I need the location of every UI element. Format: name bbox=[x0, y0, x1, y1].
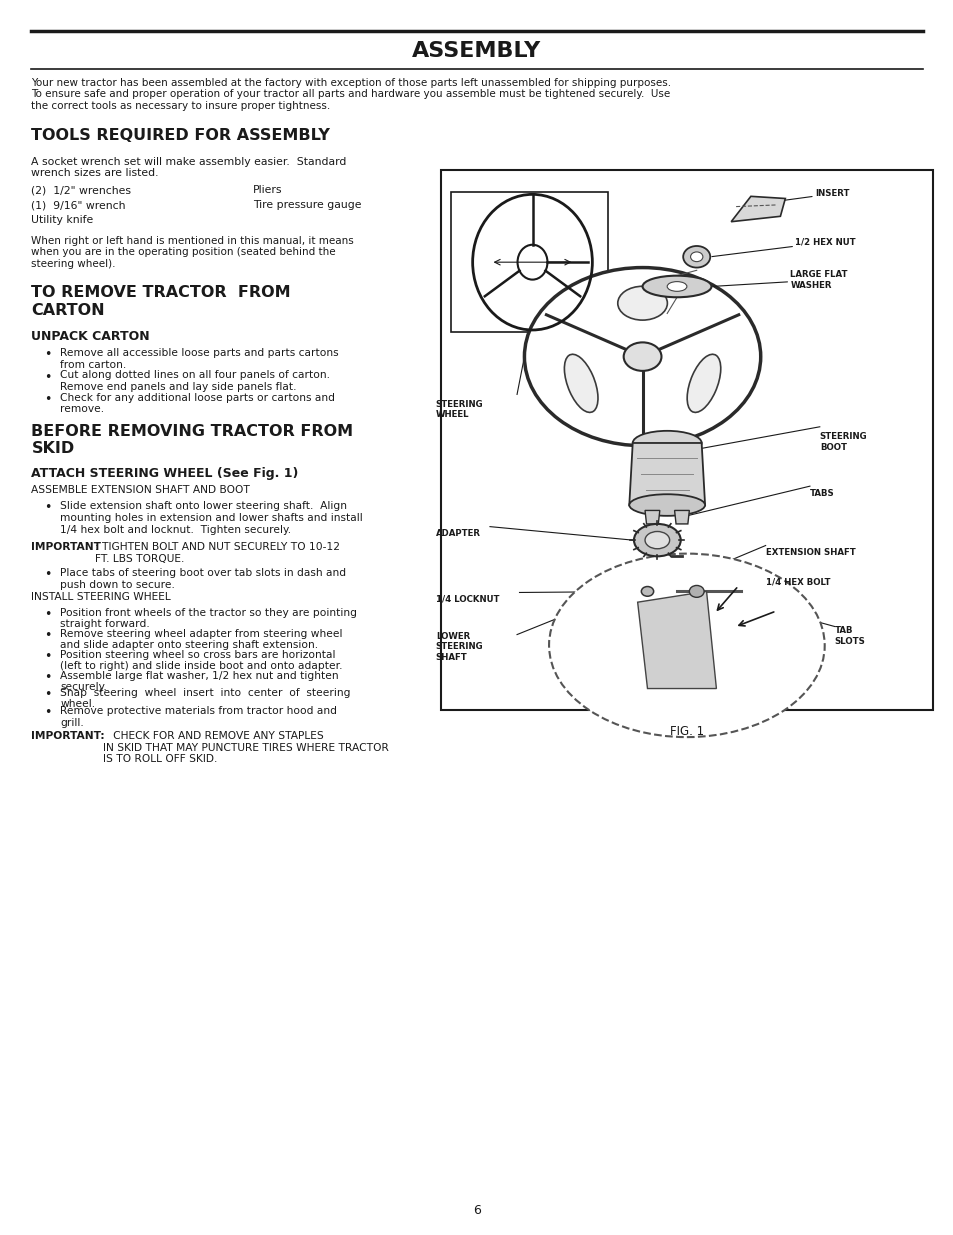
Text: Remove steering wheel adapter from steering wheel
and slide adapter onto steerin: Remove steering wheel adapter from steer… bbox=[60, 629, 342, 650]
Ellipse shape bbox=[642, 275, 711, 298]
Text: A socket wrench set will make assembly easier.  Standard
wrench sizes are listed: A socket wrench set will make assembly e… bbox=[31, 157, 347, 178]
Text: INSTALL STEERING WHEEL: INSTALL STEERING WHEEL bbox=[31, 592, 171, 601]
Bar bbox=[440, 170, 932, 710]
Text: TABS: TABS bbox=[809, 489, 834, 498]
Text: When right or left hand is mentioned in this manual, it means
when you are in th: When right or left hand is mentioned in … bbox=[31, 236, 354, 269]
Text: Pliers: Pliers bbox=[253, 185, 282, 195]
Text: LARGE FLAT
WASHER: LARGE FLAT WASHER bbox=[712, 270, 847, 290]
Polygon shape bbox=[730, 196, 784, 222]
Text: Cut along dotted lines on all four panels of carton.
Remove end panels and lay s: Cut along dotted lines on all four panel… bbox=[60, 370, 330, 391]
Text: Remove protective materials from tractor hood and
grill.: Remove protective materials from tractor… bbox=[60, 706, 336, 727]
Text: •: • bbox=[44, 348, 51, 362]
Text: Utility knife: Utility knife bbox=[31, 215, 93, 225]
Text: LOWER
STEERING
SHAFT: LOWER STEERING SHAFT bbox=[436, 632, 483, 662]
Text: STEERING
BOOT: STEERING BOOT bbox=[819, 432, 866, 452]
Text: Position front wheels of the tractor so they are pointing
straight forward.: Position front wheels of the tractor so … bbox=[60, 608, 356, 629]
Polygon shape bbox=[629, 443, 704, 505]
Text: 1/4 LOCKNUT: 1/4 LOCKNUT bbox=[436, 594, 498, 603]
Ellipse shape bbox=[623, 342, 660, 370]
Text: Snap  steering  wheel  insert  into  center  of  steering
wheel.: Snap steering wheel insert into center o… bbox=[60, 688, 351, 709]
Text: •: • bbox=[44, 568, 51, 582]
Ellipse shape bbox=[640, 587, 653, 597]
Text: Assemble large flat washer, 1/2 hex nut and tighten
securely.: Assemble large flat washer, 1/2 hex nut … bbox=[60, 671, 338, 692]
Ellipse shape bbox=[564, 354, 598, 412]
Ellipse shape bbox=[682, 246, 710, 268]
Text: 1/4 HEX BOLT: 1/4 HEX BOLT bbox=[765, 578, 829, 587]
Text: •: • bbox=[44, 393, 51, 406]
Text: IMPORTANT:: IMPORTANT: bbox=[31, 731, 105, 741]
Text: Place tabs of steering boot over tab slots in dash and
push down to secure.: Place tabs of steering boot over tab slo… bbox=[60, 568, 346, 589]
Polygon shape bbox=[644, 510, 659, 524]
Text: (2)  1/2" wrenches: (2) 1/2" wrenches bbox=[31, 185, 132, 195]
Text: •: • bbox=[44, 501, 51, 515]
Text: 1/2 HEX NUT: 1/2 HEX NUT bbox=[711, 238, 855, 257]
Text: Check for any additional loose parts or cartons and
remove.: Check for any additional loose parts or … bbox=[60, 393, 335, 414]
Text: CHECK FOR AND REMOVE ANY STAPLES
IN SKID THAT MAY PUNCTURE TIRES WHERE TRACTOR
I: CHECK FOR AND REMOVE ANY STAPLES IN SKID… bbox=[103, 731, 389, 764]
Ellipse shape bbox=[689, 585, 703, 598]
Text: UNPACK CARTON: UNPACK CARTON bbox=[31, 330, 150, 343]
Text: ADAPTER: ADAPTER bbox=[436, 530, 480, 538]
Polygon shape bbox=[637, 592, 716, 689]
Polygon shape bbox=[674, 510, 689, 524]
Text: STEERING
WHEEL: STEERING WHEEL bbox=[436, 400, 483, 419]
Text: Position steering wheel so cross bars are horizontal
(left to right) and slide i: Position steering wheel so cross bars ar… bbox=[60, 650, 342, 671]
Bar bbox=[450, 191, 607, 332]
Ellipse shape bbox=[524, 268, 760, 446]
Ellipse shape bbox=[632, 431, 700, 456]
Text: IMPORTANT: IMPORTANT bbox=[31, 542, 101, 552]
Text: ATTACH STEERING WHEEL (See Fig. 1): ATTACH STEERING WHEEL (See Fig. 1) bbox=[31, 467, 298, 480]
Text: Remove all accessible loose parts and parts cartons
from carton.: Remove all accessible loose parts and pa… bbox=[60, 348, 338, 369]
Text: Slide extension shaft onto lower steering shaft.  Align
mounting holes in extens: Slide extension shaft onto lower steerin… bbox=[60, 501, 362, 535]
Text: : TIGHTEN BOLT AND NUT SECURELY TO 10-12
FT. LBS TORQUE.: : TIGHTEN BOLT AND NUT SECURELY TO 10-12… bbox=[95, 542, 340, 563]
Ellipse shape bbox=[634, 524, 680, 556]
Ellipse shape bbox=[686, 354, 720, 412]
Text: ASSEMBLE EXTENSION SHAFT AND BOOT: ASSEMBLE EXTENSION SHAFT AND BOOT bbox=[31, 485, 250, 495]
Text: •: • bbox=[44, 671, 51, 684]
Ellipse shape bbox=[644, 531, 669, 548]
Text: Tire pressure gauge: Tire pressure gauge bbox=[253, 200, 361, 210]
Ellipse shape bbox=[629, 494, 704, 516]
Text: TOOLS REQUIRED FOR ASSEMBLY: TOOLS REQUIRED FOR ASSEMBLY bbox=[31, 128, 330, 143]
Text: TAB
SLOTS: TAB SLOTS bbox=[834, 626, 864, 646]
Text: Your new tractor has been assembled at the factory with exception of those parts: Your new tractor has been assembled at t… bbox=[31, 78, 671, 111]
Text: •: • bbox=[44, 650, 51, 663]
Text: •: • bbox=[44, 688, 51, 701]
Ellipse shape bbox=[666, 282, 686, 291]
Text: INSERT: INSERT bbox=[766, 189, 848, 203]
Ellipse shape bbox=[549, 553, 823, 737]
Text: FIG. 1: FIG. 1 bbox=[669, 725, 703, 739]
Text: •: • bbox=[44, 706, 51, 720]
Ellipse shape bbox=[618, 287, 667, 320]
Text: •: • bbox=[44, 608, 51, 621]
Text: (1)  9/16" wrench: (1) 9/16" wrench bbox=[31, 200, 126, 210]
Text: •: • bbox=[44, 629, 51, 642]
Ellipse shape bbox=[690, 252, 702, 262]
Text: 6: 6 bbox=[473, 1204, 480, 1218]
Text: TO REMOVE TRACTOR  FROM
CARTON: TO REMOVE TRACTOR FROM CARTON bbox=[31, 285, 291, 317]
Text: ASSEMBLY: ASSEMBLY bbox=[412, 41, 541, 61]
Text: EXTENSION SHAFT: EXTENSION SHAFT bbox=[765, 548, 855, 557]
Text: •: • bbox=[44, 370, 51, 384]
Text: BEFORE REMOVING TRACTOR FROM
SKID: BEFORE REMOVING TRACTOR FROM SKID bbox=[31, 424, 354, 456]
